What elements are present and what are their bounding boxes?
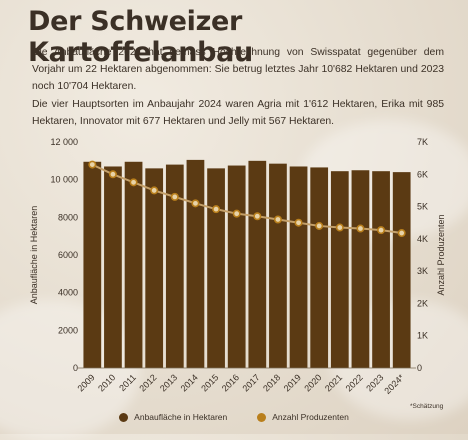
y-right-tick-label: 3K <box>417 266 428 276</box>
bar <box>227 165 246 368</box>
x-tick-label: 2015 <box>199 372 220 393</box>
x-tick-label: 2017 <box>240 372 261 393</box>
bar <box>372 171 390 368</box>
bar <box>165 164 184 368</box>
x-tick-label: 2020 <box>302 372 323 393</box>
bar <box>392 172 411 368</box>
x-tick-label: 2016 <box>220 372 241 393</box>
bar <box>248 160 267 368</box>
x-tick-label: 2009 <box>75 372 96 393</box>
legend-line-swatch <box>257 412 267 422</box>
varieties-paragraph: Die vier Hauptsorten im Anbaujahr 2024 w… <box>32 99 444 127</box>
y-right-tick-label: 4K <box>417 234 428 244</box>
producers-point <box>397 229 406 238</box>
legend-item-line: Anzahl Produzenten <box>257 412 349 422</box>
x-tick-label: 2021 <box>323 372 344 393</box>
bar <box>269 163 287 368</box>
producers-point <box>253 212 262 221</box>
y-left-tick-label: 8000 <box>58 212 78 222</box>
y-right-tick-label: 5K <box>417 202 428 212</box>
y-right-axis-label: Anzahl Produzenten <box>436 214 446 295</box>
y-right-tick-label: 2K <box>417 298 428 308</box>
legend-bars-label: Anbaufläche in Hektaren <box>134 412 228 422</box>
footnote: *Schätzung <box>410 403 444 410</box>
y-right-tick-label: 7K <box>417 137 428 147</box>
y-left-tick-label: 4000 <box>58 288 78 298</box>
x-tick-label: 2013 <box>158 372 179 393</box>
x-tick-label: 2014 <box>179 372 200 393</box>
x-tick-label: 2022 <box>344 372 365 393</box>
y-left-tick-label: 2000 <box>58 325 78 335</box>
x-tick-label: 2010 <box>96 372 117 393</box>
bar <box>83 161 102 368</box>
bar <box>310 167 329 368</box>
producers-point <box>88 160 97 169</box>
legend: Anbaufläche in Hektaren Anzahl Produzent… <box>0 412 468 422</box>
producers-point <box>315 221 324 230</box>
legend-bar-swatch <box>119 412 129 422</box>
producers-point <box>232 209 241 218</box>
bar <box>289 166 308 368</box>
bar <box>186 159 205 368</box>
legend-line-label: Anzahl Produzenten <box>272 412 349 422</box>
y-left-tick-label: 12 000 <box>50 137 78 147</box>
y-right-tick-label: 0 <box>417 363 422 373</box>
bar <box>351 170 370 368</box>
x-tick-label: 2018 <box>261 372 282 393</box>
producers-point <box>212 205 221 214</box>
x-tick-label: 2011 <box>117 372 138 393</box>
page-title: Der Schweizer Kartoffelanbau <box>28 6 253 68</box>
legend-item-bars: Anbaufläche in Hektaren <box>119 412 227 422</box>
producers-point <box>108 170 117 179</box>
producers-point <box>335 223 344 232</box>
y-left-tick-label: 0 <box>73 363 78 373</box>
producers-point <box>129 178 138 187</box>
y-left-tick-label: 10 000 <box>50 175 78 185</box>
producers-point <box>356 224 365 233</box>
x-tick-label: 2012 <box>137 372 158 393</box>
x-tick-label: 2023 <box>364 372 385 393</box>
producers-point <box>170 192 179 201</box>
producers-line <box>91 163 402 235</box>
y-left-axis-label: Anbaufläche in Hektaren <box>29 206 39 305</box>
bar <box>104 166 122 368</box>
bar <box>145 168 164 368</box>
bar <box>330 171 349 368</box>
bar <box>124 161 143 368</box>
x-tick-label: 2024* <box>382 372 406 396</box>
intro-paragraph: Die Anbaufläche 2024 hat gemäss Hochrech… <box>32 47 444 92</box>
y-right-tick-label: 1K <box>417 331 428 341</box>
producers-point <box>191 199 200 208</box>
producers-point <box>150 186 159 195</box>
x-tick-label: 2019 <box>282 372 303 393</box>
y-left-tick-label: 6000 <box>58 250 78 260</box>
y-right-tick-label: 6K <box>417 169 428 179</box>
producers-point <box>377 226 386 235</box>
bar <box>207 168 225 368</box>
producers-point <box>273 215 282 224</box>
producers-point <box>294 218 303 227</box>
